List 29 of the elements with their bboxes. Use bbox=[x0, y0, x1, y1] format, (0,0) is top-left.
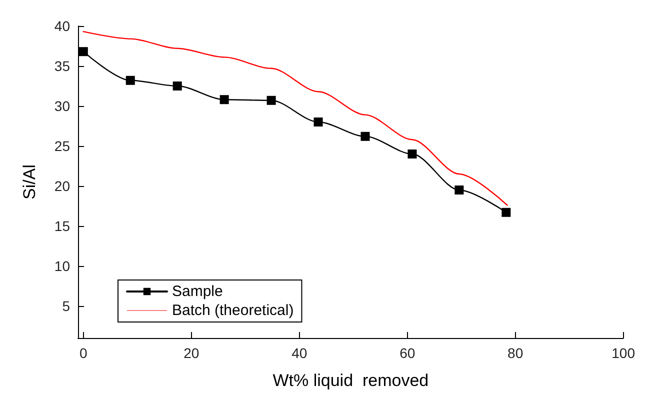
x-axis-title: Wt% liquid removed bbox=[272, 371, 429, 390]
y-tick-label: 25 bbox=[54, 138, 70, 154]
x-tick-label: 0 bbox=[80, 345, 88, 361]
y-tick-label: 35 bbox=[54, 58, 70, 74]
y-tick-label: 20 bbox=[54, 178, 70, 194]
y-tick-label: 5 bbox=[62, 298, 70, 314]
legend-label: Batch (theoretical) bbox=[172, 302, 294, 319]
legend-label: Sample bbox=[172, 283, 223, 300]
point bbox=[172, 82, 182, 90]
x-tick-label: 40 bbox=[292, 345, 308, 361]
point bbox=[78, 47, 88, 56]
point bbox=[314, 118, 323, 126]
x-tick-label: 20 bbox=[184, 345, 200, 361]
point bbox=[408, 150, 417, 158]
y-tick-label: 15 bbox=[54, 218, 70, 234]
y-tick-label: 10 bbox=[54, 258, 70, 274]
x-tick-label: 60 bbox=[400, 345, 416, 361]
x-tick-label: 80 bbox=[508, 345, 524, 361]
x-tick-label: 100 bbox=[612, 345, 636, 361]
y-tick-label: 40 bbox=[54, 18, 70, 34]
point bbox=[454, 186, 464, 194]
y-axis-title: Si/Al bbox=[20, 164, 39, 200]
point bbox=[220, 95, 229, 104]
y-tick-label: 30 bbox=[54, 98, 70, 114]
point bbox=[126, 76, 135, 85]
point bbox=[266, 96, 276, 105]
line-series bbox=[82, 31, 508, 206]
point bbox=[360, 132, 370, 141]
point bbox=[502, 208, 511, 217]
